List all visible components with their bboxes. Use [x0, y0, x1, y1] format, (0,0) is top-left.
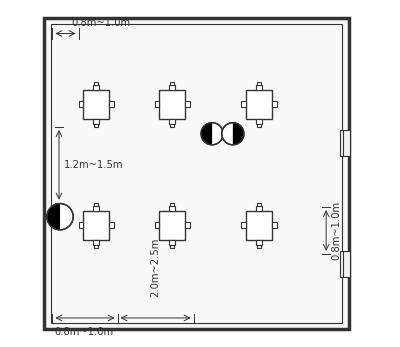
- Bar: [51, 24, 342, 323]
- Bar: [78, 101, 83, 108]
- Bar: [256, 240, 262, 245]
- Bar: [257, 82, 261, 85]
- Bar: [93, 206, 100, 211]
- Bar: [169, 206, 176, 211]
- Text: 2.0m~2.5m: 2.0m~2.5m: [150, 238, 160, 297]
- Text: 0.8m~1.0m: 0.8m~1.0m: [331, 201, 341, 260]
- Wedge shape: [201, 123, 212, 145]
- Bar: [154, 101, 159, 108]
- Bar: [83, 90, 109, 119]
- Bar: [185, 101, 190, 108]
- Bar: [241, 101, 246, 108]
- Bar: [93, 119, 100, 124]
- Bar: [170, 245, 174, 248]
- Bar: [256, 85, 262, 90]
- Circle shape: [222, 123, 244, 145]
- Bar: [93, 85, 100, 90]
- Bar: [340, 251, 350, 277]
- Circle shape: [201, 123, 223, 145]
- Bar: [94, 124, 98, 127]
- Bar: [94, 82, 98, 85]
- Bar: [169, 240, 176, 245]
- Bar: [44, 18, 349, 329]
- Bar: [94, 245, 98, 248]
- Bar: [340, 130, 350, 156]
- Bar: [257, 124, 261, 127]
- Bar: [109, 222, 114, 228]
- Bar: [241, 222, 246, 228]
- Bar: [159, 90, 185, 119]
- Bar: [257, 203, 261, 206]
- Bar: [109, 101, 114, 108]
- Bar: [169, 119, 176, 124]
- Wedge shape: [233, 123, 244, 145]
- Bar: [78, 222, 83, 228]
- Bar: [246, 90, 272, 119]
- Bar: [272, 101, 276, 108]
- Bar: [257, 245, 261, 248]
- Bar: [185, 222, 190, 228]
- Wedge shape: [47, 204, 60, 230]
- Bar: [93, 240, 100, 245]
- Bar: [170, 124, 174, 127]
- Bar: [170, 82, 174, 85]
- Bar: [246, 211, 272, 240]
- Bar: [169, 85, 176, 90]
- Bar: [170, 203, 174, 206]
- Bar: [94, 203, 98, 206]
- Text: 0.8m~1.0m: 0.8m~1.0m: [72, 18, 131, 28]
- Bar: [154, 222, 159, 228]
- Bar: [83, 211, 109, 240]
- Bar: [159, 211, 185, 240]
- Bar: [256, 119, 262, 124]
- Bar: [256, 206, 262, 211]
- Text: 0.8m~1.0m: 0.8m~1.0m: [54, 327, 113, 337]
- Text: 1.2m~1.5m: 1.2m~1.5m: [64, 160, 124, 170]
- Circle shape: [47, 204, 73, 230]
- Bar: [272, 222, 276, 228]
